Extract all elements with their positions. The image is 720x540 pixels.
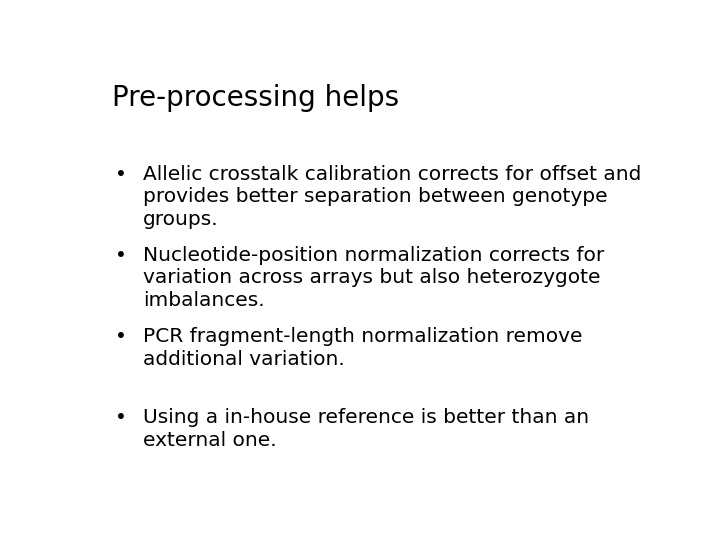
Text: Pre-processing helps: Pre-processing helps	[112, 84, 400, 112]
Text: Allelic crosstalk calibration corrects for offset and
provides better separation: Allelic crosstalk calibration corrects f…	[143, 165, 642, 229]
Text: Using a in-house reference is better than an
external one.: Using a in-house reference is better tha…	[143, 408, 589, 450]
Text: •: •	[114, 165, 127, 184]
Text: •: •	[114, 327, 127, 346]
Text: •: •	[114, 408, 127, 427]
Text: •: •	[114, 246, 127, 265]
Text: Nucleotide-position normalization corrects for
variation across arrays but also : Nucleotide-position normalization correc…	[143, 246, 604, 310]
Text: PCR fragment-length normalization remove
additional variation.: PCR fragment-length normalization remove…	[143, 327, 582, 368]
